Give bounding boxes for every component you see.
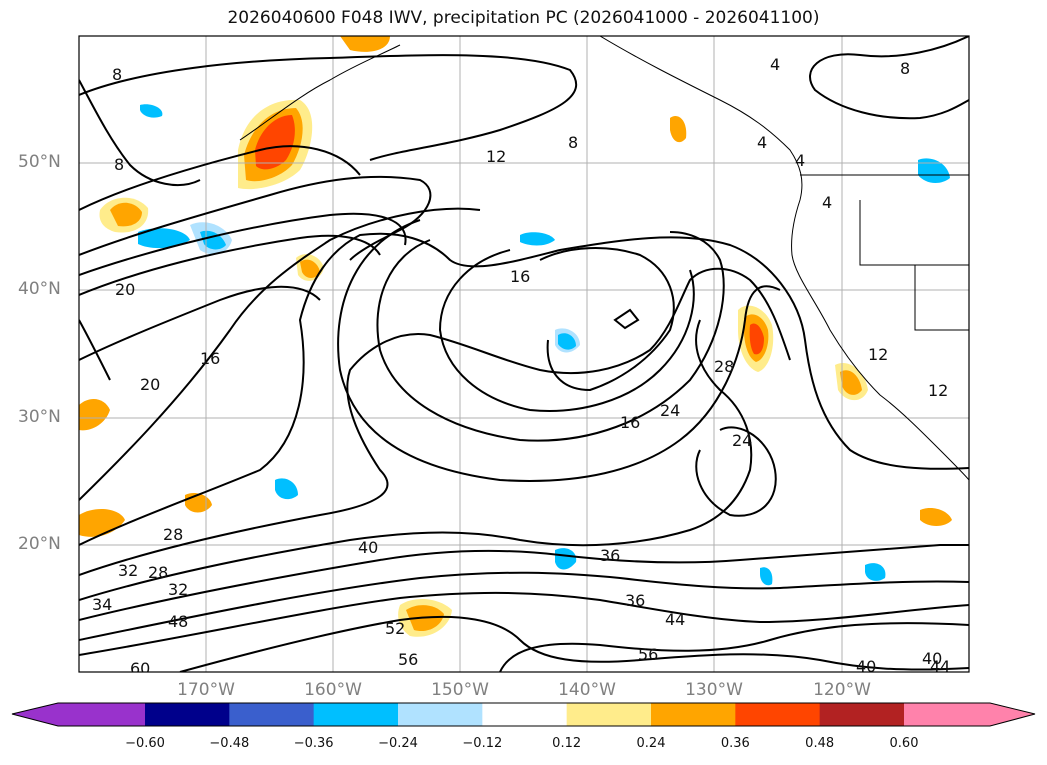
colorbar-tick-label: 0.36 (720, 736, 750, 751)
contour-label: 4 (822, 193, 832, 212)
colorbar-tick-label: −0.48 (209, 736, 250, 751)
chart-title: 2026040600 F048 IWV, precipitation PC (2… (227, 8, 820, 28)
colorbar-tick-label: 0.60 (889, 736, 919, 751)
colorbar-tick-label: 0.12 (552, 736, 582, 751)
contour-label: 44 (665, 610, 685, 629)
contour-label: 4 (795, 151, 805, 170)
contour-label: 28 (163, 525, 183, 544)
colorbar-tick-label: 0.24 (636, 736, 666, 751)
contour-label: 56 (638, 645, 658, 664)
coastline (239, 36, 969, 481)
contour-label: 16 (200, 349, 220, 368)
contour-labels: 8 8 8 8 4 4 4 4 12 12 16 16 16 20 20 24 … (92, 55, 950, 678)
contour-label: 40 (358, 538, 378, 557)
lon-label: 130°W (685, 680, 743, 700)
contour-label: 28 (714, 357, 734, 376)
colorbar-tick-label: −0.36 (293, 736, 334, 751)
contour-label: 20 (115, 280, 135, 299)
contour-label: 44 (930, 657, 950, 676)
contour-label: 48 (168, 612, 188, 631)
contour-label: 36 (600, 546, 620, 565)
lon-label: 170°W (177, 680, 235, 700)
colorbar-segment (398, 703, 483, 726)
contour-label: 60 (130, 659, 150, 678)
colorbar-tick-label: −0.60 (125, 736, 165, 751)
colorbar-segment (145, 703, 230, 726)
contour-label: 28 (148, 563, 168, 582)
colorbar-segment (12, 703, 145, 726)
contour-label: 32 (118, 561, 138, 580)
colorbar-tick-label: −0.24 (378, 736, 418, 751)
lat-lon-grid (79, 36, 969, 672)
contour-label: 8 (568, 133, 578, 152)
colorbar-segment (566, 703, 652, 726)
contour-label: 40 (922, 649, 942, 668)
contour-label: 20 (140, 375, 160, 394)
contour-label: 8 (900, 59, 910, 78)
contour-label: 24 (732, 431, 752, 450)
contour-label: 52 (385, 619, 405, 638)
lat-label: 40°N (18, 279, 61, 299)
lon-label: 120°W (813, 680, 871, 700)
contour-label: 12 (928, 381, 948, 400)
colorbar-tick-label: −0.12 (462, 736, 503, 751)
colorbar-segment (482, 703, 568, 726)
colorbar-segment (735, 703, 821, 726)
lat-label: 30°N (18, 407, 61, 427)
colorbar-segment (651, 703, 736, 726)
lon-label: 140°W (558, 680, 616, 700)
contour-label: 8 (114, 155, 124, 174)
contour-label: 4 (757, 133, 767, 152)
contour-label: 40 (856, 657, 876, 676)
contour-label: 12 (868, 345, 888, 364)
lon-label: 160°W (304, 680, 362, 700)
contour-label: 32 (168, 580, 188, 599)
colorbar-segment (904, 703, 1035, 726)
colorbar-segment (819, 703, 905, 726)
precip-shading (79, 36, 952, 637)
contour-label: 8 (112, 65, 122, 84)
contour-label: 34 (92, 595, 112, 614)
contour-label: 56 (398, 650, 418, 669)
iwv-contours (79, 36, 969, 672)
colorbar-segment (229, 703, 315, 726)
contour-label: 24 (660, 401, 680, 420)
map-frame (78, 35, 970, 673)
colorbar-tick-label: 0.48 (805, 736, 835, 751)
lon-label: 150°W (431, 680, 489, 700)
contour-label: 16 (620, 413, 640, 432)
contour-label: 16 (510, 267, 530, 286)
colorbar-segment (313, 703, 399, 726)
contour-label: 12 (486, 147, 506, 166)
lat-label: 50°N (18, 152, 61, 172)
contour-label: 36 (625, 591, 645, 610)
contour-label: 4 (770, 55, 780, 74)
lat-label: 20°N (18, 534, 61, 554)
